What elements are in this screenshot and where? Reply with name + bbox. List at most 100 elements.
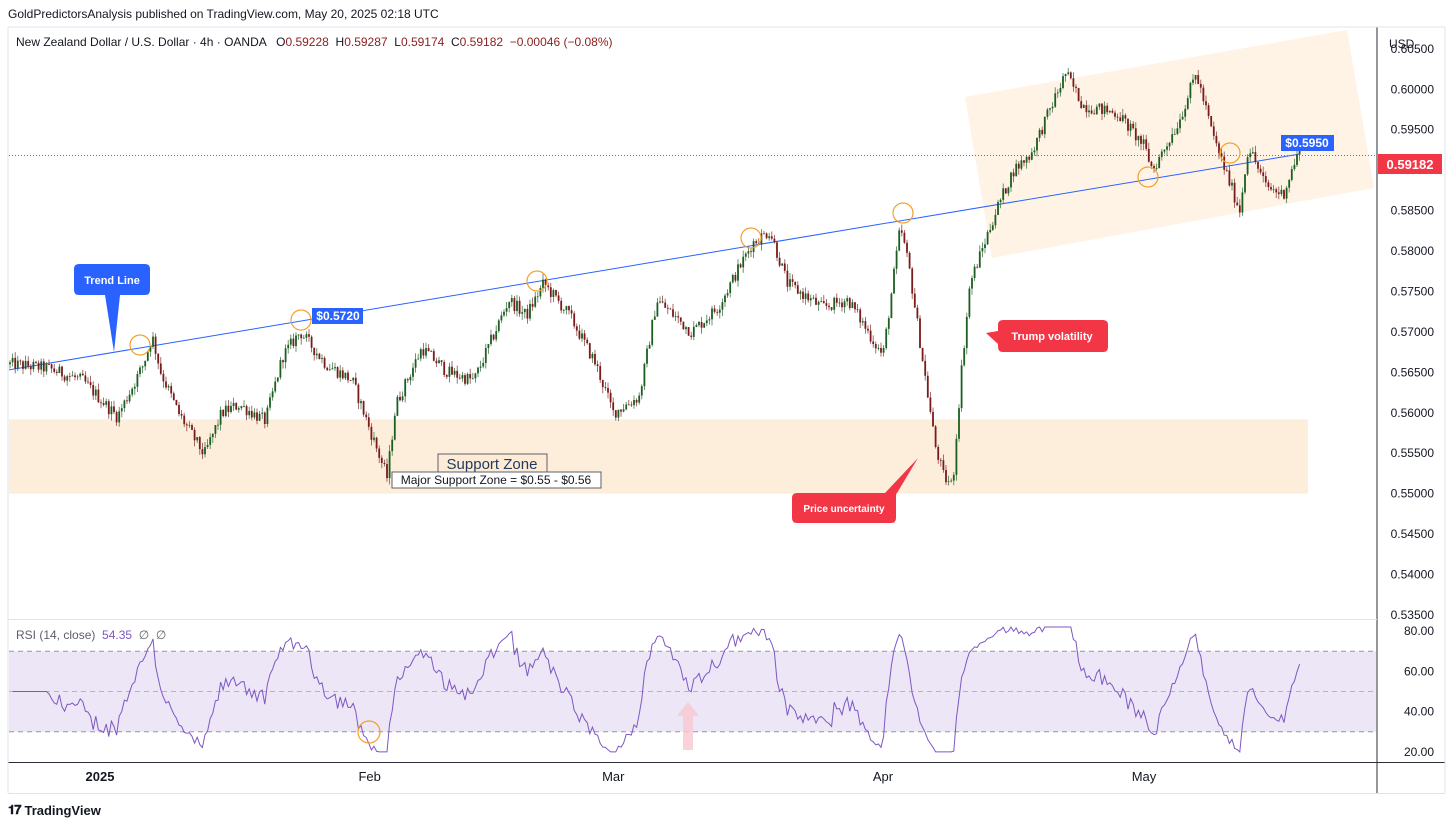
brand-footer[interactable]: 𝟏𝟕 TradingView	[8, 802, 101, 818]
candle-body	[1199, 83, 1202, 88]
candle-body	[950, 480, 953, 482]
trend-line-callout[interactable]: Trend Line	[74, 264, 150, 352]
candle-body	[1267, 182, 1270, 188]
support-zone-subtitle-box[interactable]: Major Support Zone = $0.55 - $0.56	[391, 471, 602, 489]
tradingview-logo-icon: 𝟏𝟕	[8, 802, 22, 817]
rsi-axis[interactable]: 20.00 40.00 60.00 80.00	[1404, 624, 1434, 759]
candle-body	[986, 232, 989, 245]
candle-body	[1251, 152, 1254, 154]
candle-body	[664, 302, 667, 308]
candle-body	[1098, 103, 1101, 107]
candle-body	[1249, 153, 1252, 158]
candle-body	[778, 257, 781, 266]
candle-body	[448, 366, 451, 377]
candle-body	[1114, 112, 1116, 117]
candle-body	[1017, 163, 1020, 169]
price-uncertainty-callout[interactable]: Price uncertainty	[792, 458, 918, 523]
candle-body	[484, 348, 487, 363]
candle-body	[617, 409, 620, 418]
candle-body	[682, 321, 685, 330]
candle-body	[874, 344, 877, 349]
currency-label[interactable]: USD	[1389, 37, 1415, 51]
candle-body	[536, 296, 539, 298]
candle-body	[599, 365, 602, 380]
candle-body	[162, 373, 165, 382]
candle-body	[1132, 123, 1135, 129]
candle-body	[809, 298, 812, 301]
price-axis[interactable]: 0.53500 0.54000 0.54500 0.55000 0.55500 0.560…	[1391, 42, 1435, 622]
candle-body	[651, 319, 654, 345]
candle-body	[27, 360, 30, 367]
candle-body	[978, 251, 981, 268]
candle-body	[958, 408, 960, 439]
candle-body	[742, 256, 745, 268]
rsi-pane[interactable]: 20.00 40.00 60.00 80.00	[9, 624, 1434, 759]
candle-body	[1280, 189, 1283, 195]
candle-body	[271, 391, 274, 398]
candle-body	[42, 361, 45, 372]
trump-volatility-callout[interactable]: Trump volatility	[986, 320, 1108, 352]
candle-body	[737, 264, 739, 281]
candle-body	[531, 303, 534, 307]
candle-body	[144, 360, 147, 367]
candle-body	[552, 290, 555, 297]
candle-body	[326, 367, 329, 371]
candle-body	[926, 375, 929, 398]
candle-body	[406, 379, 409, 381]
candle-body	[882, 348, 885, 353]
candle-body	[1020, 160, 1023, 169]
candle-body	[547, 285, 550, 288]
time-axis[interactable]: 2025 Feb Mar Apr May	[86, 769, 1157, 784]
candle-body	[477, 367, 479, 374]
candle-body	[529, 303, 531, 319]
trend-line[interactable]	[8, 153, 1301, 371]
candle-body	[596, 364, 599, 366]
price-label-2[interactable]: $0.5950	[1281, 135, 1334, 151]
candle-body	[916, 307, 919, 319]
candle-body	[513, 298, 516, 312]
candle-body	[105, 401, 108, 405]
candle-body	[1004, 188, 1007, 194]
candle-body	[9, 362, 11, 365]
candle-body	[386, 463, 388, 479]
candle-body	[438, 360, 440, 364]
candle-body	[334, 367, 336, 369]
candle-body	[414, 359, 417, 368]
candle-body	[230, 405, 232, 413]
candle-body	[825, 303, 828, 306]
candle-body	[245, 406, 248, 416]
candle-body	[1095, 106, 1098, 115]
candle-body	[492, 334, 495, 340]
support-zone-box[interactable]	[9, 419, 1308, 494]
candle-body	[11, 357, 14, 363]
price-label-1[interactable]: $0.5720	[312, 308, 363, 324]
touch-marker	[892, 202, 914, 224]
candle-body	[521, 312, 524, 314]
candle-body	[32, 361, 35, 370]
candle-body	[453, 370, 456, 375]
candle-body	[929, 397, 932, 412]
candle-body	[490, 334, 492, 345]
candle-body	[1134, 128, 1137, 141]
candle-body	[1067, 72, 1070, 74]
candle-body	[136, 373, 139, 387]
candle-body	[1241, 192, 1244, 213]
support-zone-title-box[interactable]: Support Zone	[437, 453, 548, 474]
candle-body	[581, 333, 583, 339]
candle-body	[1129, 123, 1132, 131]
candle-body	[388, 451, 391, 479]
change-value: −0.00046 (−0.08%)	[509, 35, 613, 49]
candle-body	[126, 400, 128, 402]
candle-body	[357, 384, 360, 404]
candle-body	[243, 406, 245, 407]
candle-body	[1166, 146, 1168, 150]
candle-body	[955, 438, 958, 475]
candle-body	[518, 300, 521, 314]
candle-body	[256, 412, 258, 421]
candle-body	[981, 248, 984, 252]
candle-body	[1171, 134, 1174, 143]
candle-body	[370, 426, 373, 440]
candle-body	[1062, 76, 1064, 88]
candle-body	[321, 357, 323, 359]
